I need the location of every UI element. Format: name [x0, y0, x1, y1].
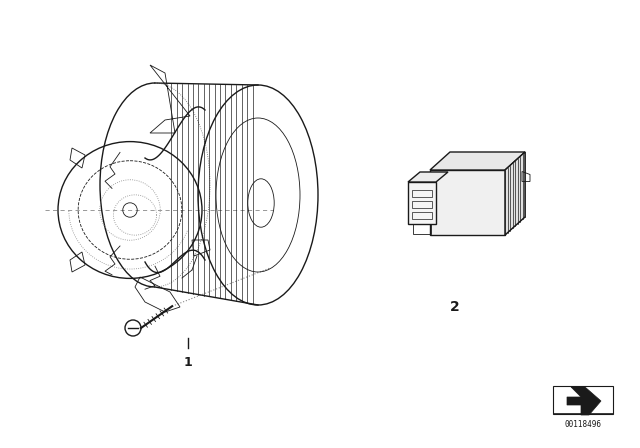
Polygon shape — [430, 152, 525, 170]
Polygon shape — [408, 172, 448, 182]
Text: 1: 1 — [184, 356, 193, 369]
Text: 2: 2 — [450, 300, 460, 314]
Polygon shape — [408, 182, 436, 224]
Polygon shape — [430, 170, 505, 235]
Text: 00118496: 00118496 — [564, 420, 602, 429]
Polygon shape — [567, 387, 601, 415]
Polygon shape — [505, 152, 525, 235]
